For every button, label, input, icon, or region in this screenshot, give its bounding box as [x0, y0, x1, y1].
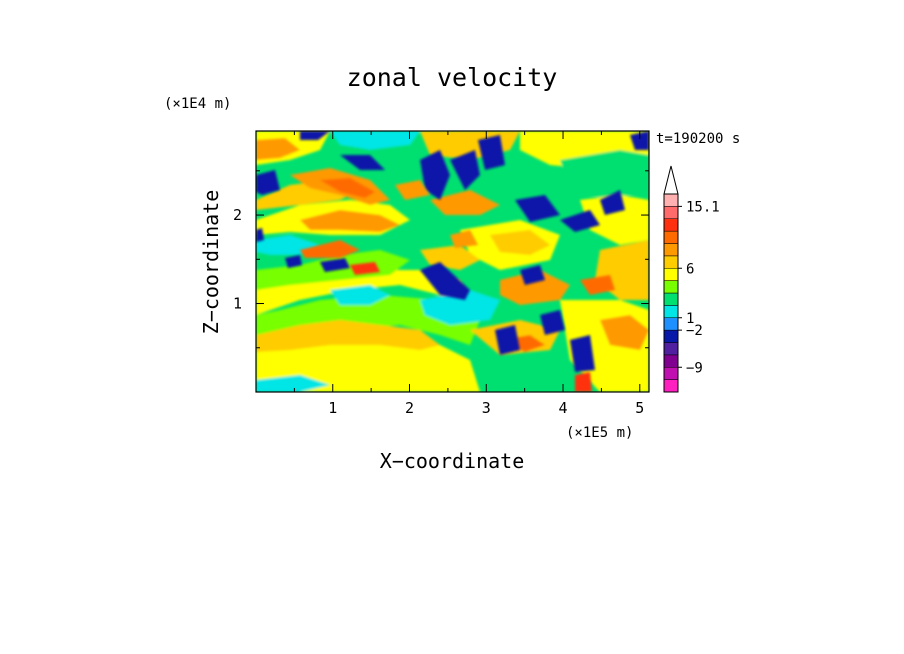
contour-field — [256, 131, 649, 392]
colorbar-swatch — [663, 230, 679, 244]
axes-ticks: 1 2 3 4 5 1 2 — [233, 131, 649, 417]
contour-region — [560, 150, 649, 200]
colorbar-tick-label: 6 — [686, 261, 694, 277]
chart-title: zonal velocity — [347, 63, 558, 92]
contour-region — [300, 131, 330, 140]
contour-region — [256, 375, 330, 392]
colorbar-swatch — [663, 329, 679, 343]
contour-region — [320, 258, 350, 272]
contour-region — [256, 228, 264, 242]
colorbar-tick-label: −2 — [686, 323, 703, 339]
colorbar-swatch — [663, 305, 679, 318]
contour-region — [395, 180, 430, 200]
x-tick-label: 4 — [559, 399, 568, 417]
contour-region — [256, 320, 440, 352]
y-tick-label: 1 — [233, 295, 242, 313]
contour-region — [560, 210, 600, 232]
x-axis-label: X−coordinate — [380, 449, 525, 473]
contour-region — [580, 275, 615, 295]
contour-region — [330, 131, 420, 150]
colorbar-swatch — [663, 367, 679, 380]
colorbar-swatch — [663, 317, 679, 331]
contour-region — [300, 210, 400, 232]
y-scale-label: (×1E4 m) — [164, 96, 231, 112]
contour-region — [495, 325, 520, 355]
contour-region — [570, 335, 595, 372]
colorbar-swatch — [663, 206, 679, 219]
contour-region — [300, 240, 360, 258]
colorbar-frame — [663, 193, 679, 393]
contour-region — [256, 138, 300, 160]
x-scale-label: (×1E5 m) — [566, 425, 633, 441]
colorbar-tick-label: 15.1 — [686, 199, 720, 215]
contour-region — [420, 262, 470, 300]
contour-region — [285, 255, 302, 268]
contour-region — [515, 195, 560, 222]
contour-region — [600, 190, 625, 215]
colorbar-swatch — [663, 292, 679, 306]
x-tick-label: 2 — [405, 399, 414, 417]
contour-region — [600, 315, 649, 350]
contour-region — [478, 135, 505, 170]
x-tick-label: 5 — [635, 399, 644, 417]
contour-region — [420, 245, 480, 270]
colorbar-tick-label: 1 — [686, 311, 694, 327]
colorbar-swatch — [663, 354, 679, 368]
contour-region — [340, 155, 385, 170]
contour-region — [575, 372, 592, 392]
colorbar-extend-triangle — [663, 165, 679, 195]
time-label: t=190200 s — [656, 131, 740, 147]
plot-frame — [255, 130, 650, 393]
contour-region — [580, 195, 649, 245]
contour-region — [450, 230, 478, 248]
colorbar-swatch — [663, 268, 679, 281]
contour-region — [520, 265, 545, 285]
colorbar-swatch — [663, 255, 679, 269]
colorbar-swatch — [663, 218, 679, 232]
colorbar-swatch — [663, 342, 679, 356]
contour-region — [320, 178, 375, 198]
x-tick-label: 1 — [328, 399, 337, 417]
contour-region — [350, 262, 380, 275]
contour-region — [450, 150, 480, 190]
colorbar: 15.1 6 1−2 −9 — [663, 165, 720, 393]
y-tick-label: 2 — [233, 206, 242, 224]
colorbar-swatch — [663, 243, 679, 257]
contour-region — [540, 310, 565, 335]
contour-region — [330, 285, 390, 305]
contour-region — [420, 290, 500, 325]
colorbar-swatch — [663, 379, 679, 393]
colorbar-swatch — [663, 193, 679, 207]
contour-region — [430, 190, 500, 215]
contour-region — [256, 170, 280, 195]
y-axis-label: Z−coordinate — [199, 190, 223, 335]
x-tick-label: 3 — [482, 399, 491, 417]
colorbar-tick-label: −9 — [686, 360, 703, 376]
contour-region — [500, 270, 570, 305]
contour-region — [420, 150, 450, 200]
colorbar-swatch — [663, 280, 679, 294]
contour-region — [630, 131, 649, 150]
contour-region — [490, 230, 550, 255]
